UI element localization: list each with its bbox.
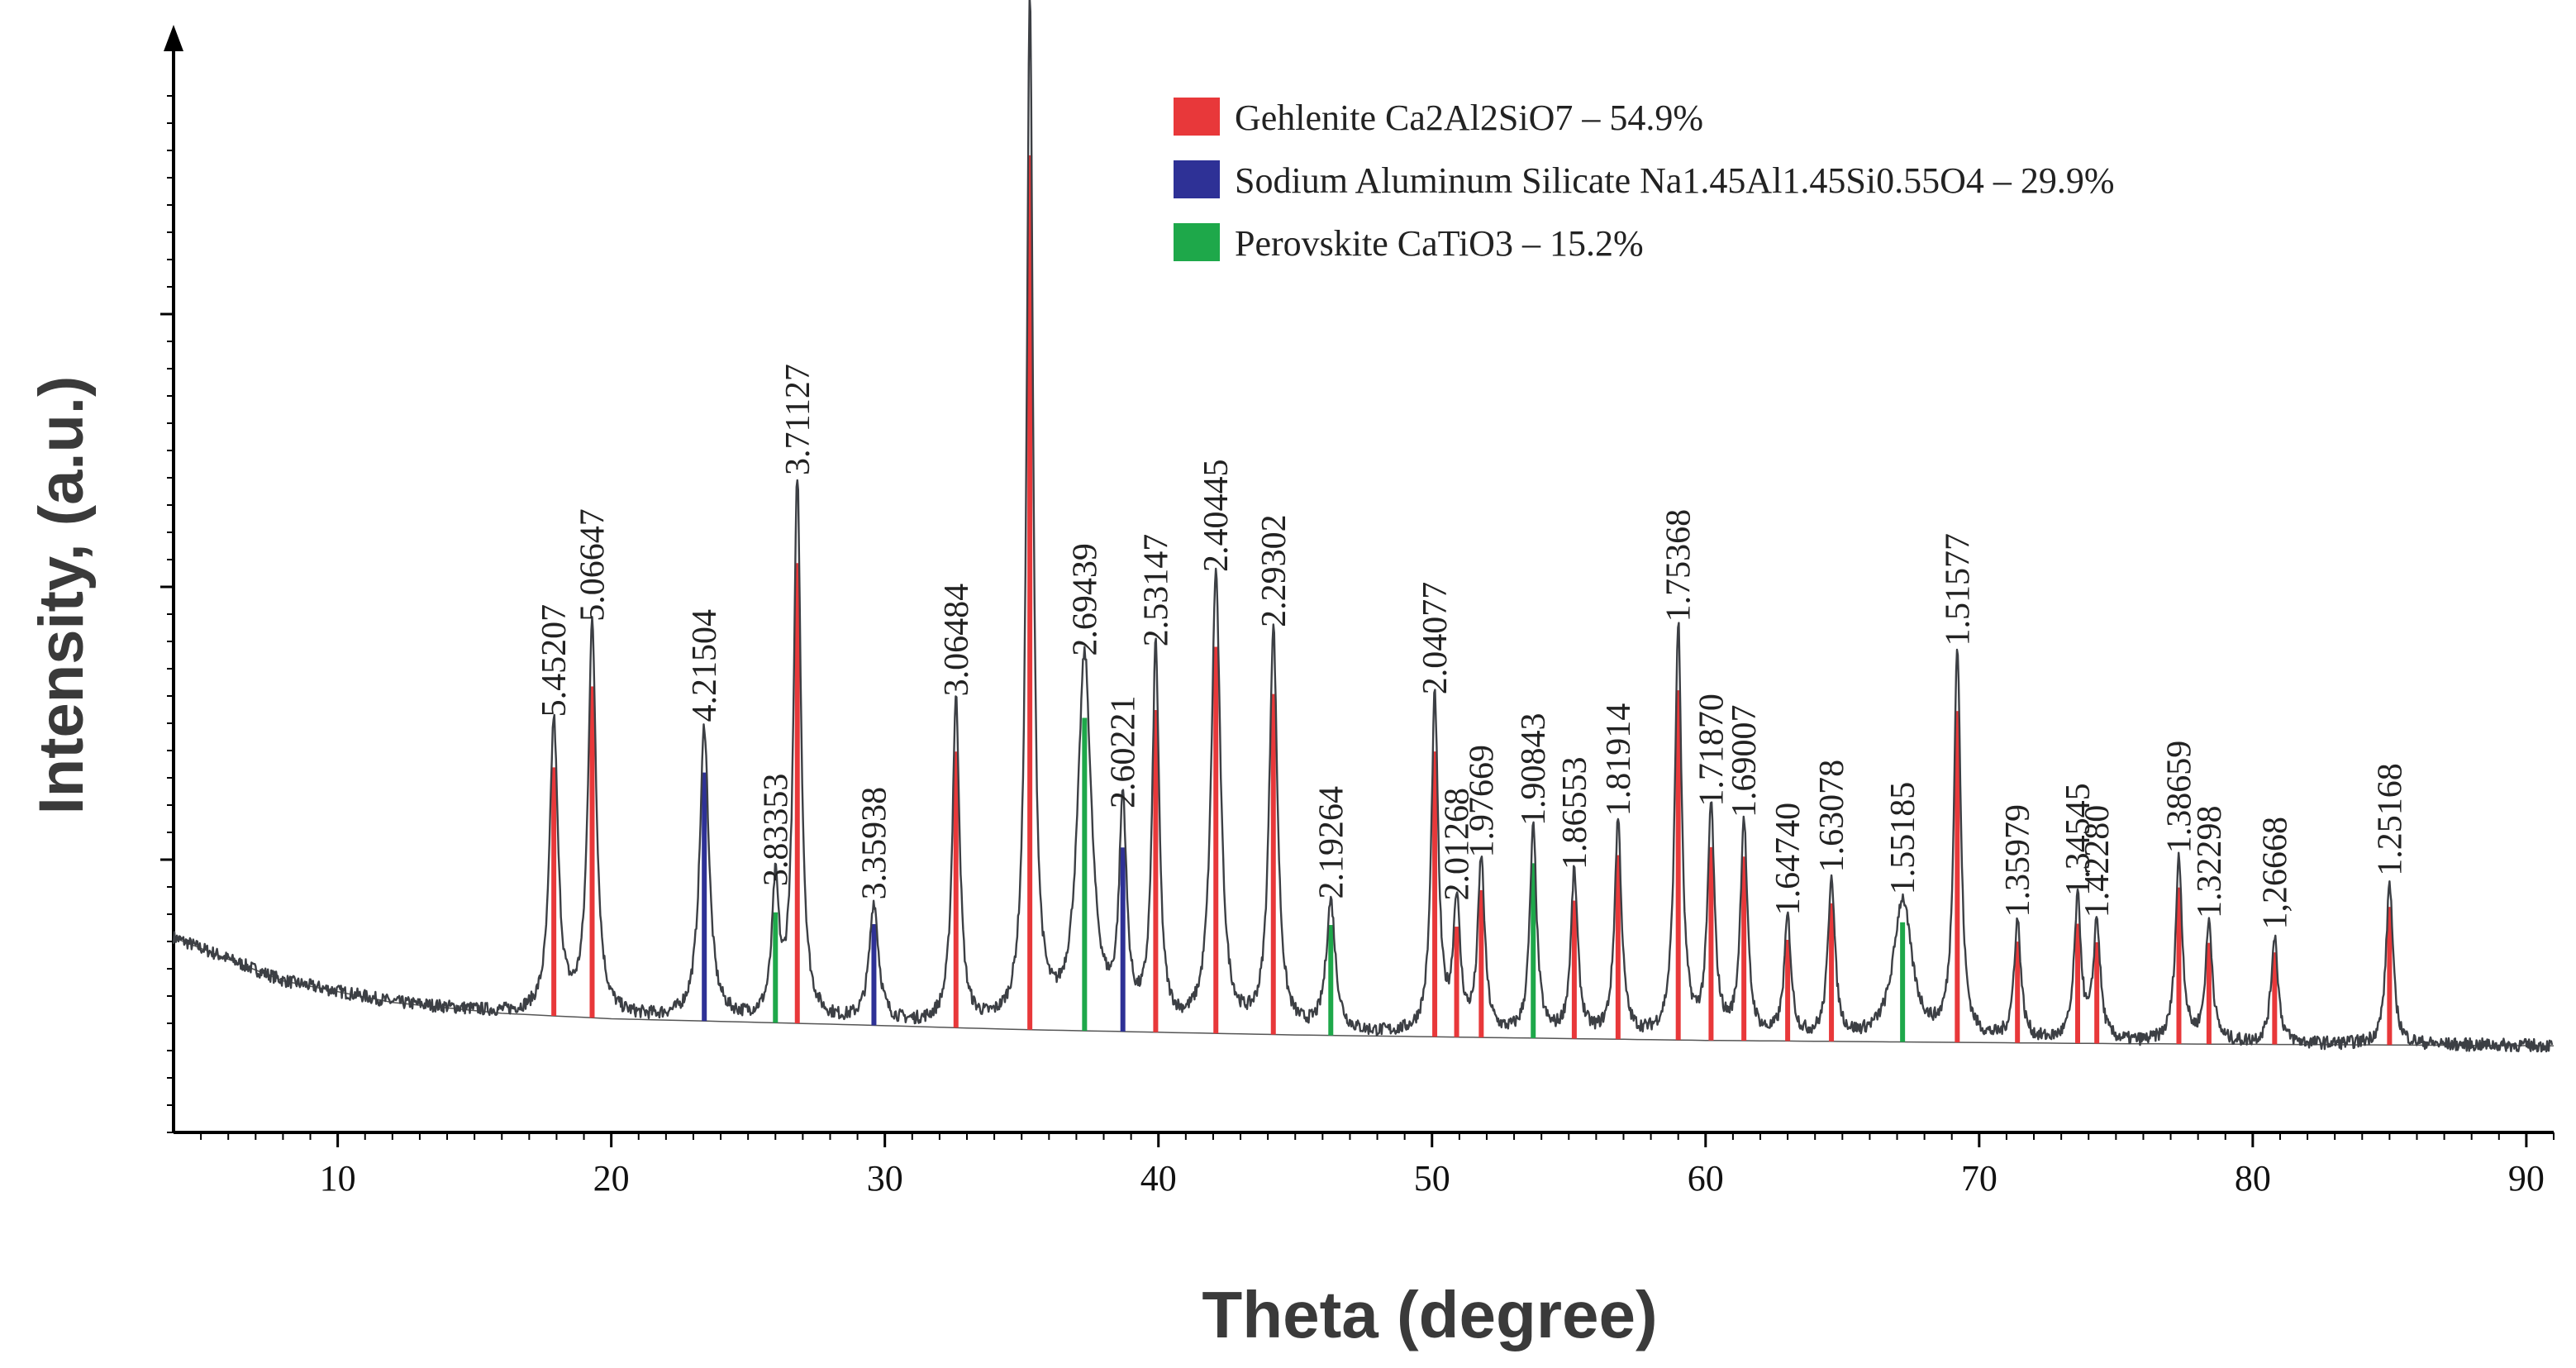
peak-label: 1.25168	[2371, 763, 2409, 876]
phase-stick-gehlenite	[1571, 900, 1577, 1039]
x-tick-label: 60	[1688, 1158, 1724, 1199]
peak-label: 1.81914	[1600, 703, 1638, 817]
phase-stick-perovskite	[1082, 717, 1088, 1032]
phase-stick-gehlenite	[1454, 927, 1459, 1037]
xrd-pattern-line	[172, 0, 2554, 1053]
peak-label: 1.90843	[1515, 713, 1553, 826]
peak-label: 3.06484	[938, 584, 976, 697]
legend-swatch-gehlenite	[1174, 98, 1220, 136]
x-tick-label: 50	[1414, 1158, 1450, 1199]
phase-stick-gehlenite	[551, 767, 557, 1017]
phase-stick-gehlenite	[1615, 855, 1621, 1040]
phase-stick-gehlenite	[794, 563, 800, 1024]
peak-label: 2.19264	[1312, 786, 1350, 899]
peak-label: 2.60221	[1105, 695, 1143, 808]
phase-stick-sodium	[702, 772, 707, 1022]
legend-label-gehlenite: Gehlenite Ca2Al2SiO7 – 54.9%	[1235, 98, 1703, 138]
phase-stick-gehlenite	[1829, 903, 1835, 1041]
phase-stick-gehlenite	[1153, 710, 1159, 1032]
background-line	[173, 937, 2555, 1046]
peak-label: 2.53147	[1137, 534, 1175, 647]
peak-label: 5.45207	[536, 604, 574, 717]
peak-label: 4.21504	[686, 609, 724, 722]
peak-label: 1,26668	[2256, 817, 2294, 930]
x-tick-label: 20	[593, 1158, 630, 1199]
peak-label: 5.06647	[574, 508, 612, 622]
phase-stick-gehlenite	[2015, 941, 2021, 1043]
phase-stick-gehlenite	[1708, 846, 1714, 1041]
phase-stick-gehlenite	[1741, 856, 1747, 1041]
phase-stick-gehlenite	[2206, 942, 2212, 1045]
phase-stick-perovskite	[1900, 922, 1906, 1042]
phase-stick-gehlenite	[953, 751, 959, 1028]
background-curve	[173, 937, 2555, 1046]
peak-label: 3.35938	[855, 787, 893, 900]
peak-label: 1.86553	[1556, 757, 1594, 870]
x-tick-label: 70	[1961, 1158, 1997, 1199]
phase-stick-gehlenite	[1213, 646, 1219, 1034]
legend-swatch-sodium	[1174, 160, 1220, 198]
y-axis-arrow	[164, 25, 183, 51]
peak-label: 1.51577	[1939, 533, 1977, 646]
peak-label: 2.01268	[1439, 788, 1477, 901]
phase-stick-gehlenite	[2075, 923, 2080, 1044]
peak-label: 1.97669	[1463, 745, 1501, 858]
peak-label: 3.71127	[779, 364, 817, 475]
peak-label: 2.04077	[1417, 582, 1455, 695]
x-axis-title: Theta (degree)	[1202, 1278, 1657, 1351]
peak-label: 1.34545	[2059, 783, 2097, 896]
x-tick-label: 10	[320, 1158, 356, 1199]
legend-swatch-perovskite	[1174, 223, 1220, 261]
peak-label: 1.63078	[1813, 760, 1851, 873]
x-tick-label: 30	[867, 1158, 903, 1199]
phase-stick-gehlenite	[1675, 690, 1681, 1041]
peak-label: 1.69007	[1726, 705, 1764, 818]
legend-label-perovskite: Perovskite CaTiO3 – 15.2%	[1235, 223, 1644, 264]
peak-label: 3.83353	[757, 774, 795, 887]
phase-stick-sodium	[1120, 847, 1126, 1032]
phase-stick-perovskite	[1328, 925, 1334, 1036]
legend-label-sodium: Sodium Aluminum Silicate Na1.45Al1.45Si0…	[1235, 160, 2115, 201]
peak-label: 1.71870	[1693, 694, 1731, 807]
phase-stick-perovskite	[1531, 863, 1536, 1038]
peak-label: 2.29302	[1255, 514, 1293, 627]
phase-stick-gehlenite	[2387, 907, 2393, 1046]
phase-stick-perovskite	[773, 912, 779, 1023]
phase-stick-gehlenite	[2176, 887, 2182, 1044]
x-axis-ticks: 10 20 30 40 50 60 70 80 90	[200, 1132, 2555, 1199]
x-tick-label: 80	[2235, 1158, 2271, 1199]
phase-stick-gehlenite	[2272, 952, 2278, 1045]
phase-stick-gehlenite	[1432, 751, 1438, 1037]
phase-stick-gehlenite	[1785, 939, 1791, 1041]
peak-label: 1.64740	[1769, 803, 1807, 916]
phase-reference-sticks	[551, 155, 2393, 1046]
peak-label: 1.42280	[2078, 805, 2117, 918]
peak-label: 1.38659	[2160, 741, 2198, 854]
phase-stick-gehlenite	[1478, 889, 1484, 1038]
diffraction-trace	[172, 0, 2554, 1053]
peak-label: 2.40445	[1198, 460, 1236, 573]
phase-stick-gehlenite	[2094, 941, 2100, 1044]
phase-stick-gehlenite	[1270, 694, 1276, 1035]
y-axis-ticks	[160, 95, 174, 1133]
phase-stick-sodium	[871, 924, 877, 1026]
x-tick-label: 90	[2508, 1158, 2545, 1199]
phase-stick-gehlenite	[589, 686, 595, 1018]
peak-label: 1.35979	[1999, 804, 2037, 918]
peak-label: 1.75368	[1660, 509, 1698, 622]
peak-label: 1.32298	[2191, 806, 2229, 919]
x-tick-label: 40	[1140, 1158, 1177, 1199]
legend: Gehlenite Ca2Al2SiO7 – 54.9% Sodium Alumi…	[1174, 98, 2115, 264]
peak-label: 1.55185	[1884, 782, 1922, 895]
y-axis-title: Intensity, (a.u.)	[26, 376, 97, 815]
peak-label: 2.69439	[1066, 543, 1104, 656]
phase-stick-gehlenite	[1027, 155, 1033, 1030]
plot-axes	[164, 25, 2554, 1134]
phase-stick-gehlenite	[1955, 711, 1960, 1043]
